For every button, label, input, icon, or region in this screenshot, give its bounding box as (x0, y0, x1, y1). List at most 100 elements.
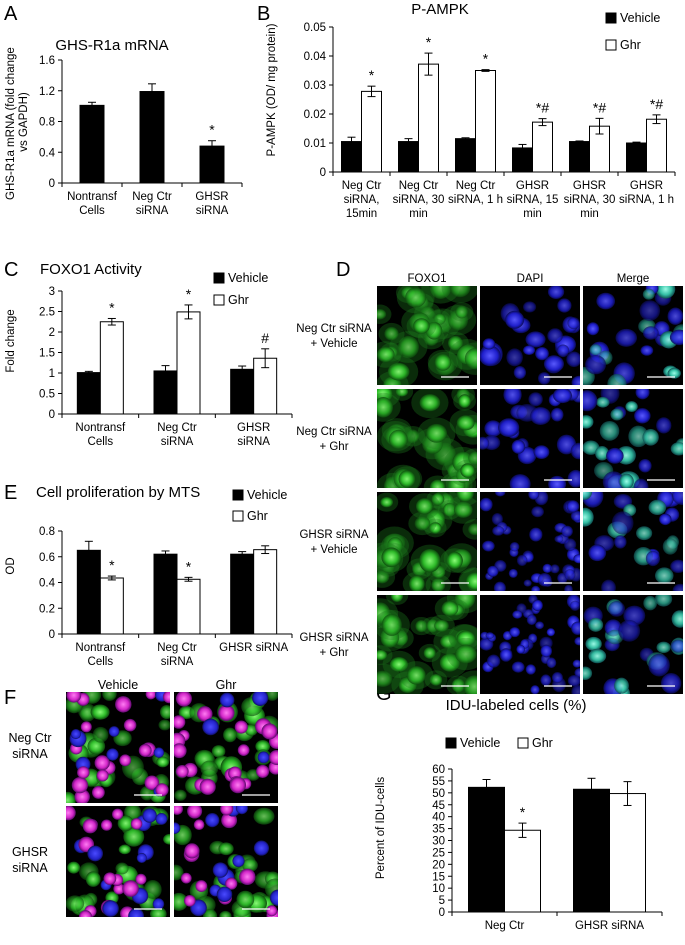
panel-a-letter: A (4, 3, 18, 25)
nucleus (585, 636, 602, 651)
nucleus (656, 641, 671, 654)
micrograph-cells (583, 389, 683, 488)
bar-vehicle (153, 553, 178, 635)
nucleus (455, 644, 477, 664)
nucleus (464, 347, 477, 370)
category-label: GHSR siRNA (575, 920, 644, 932)
nucleus (588, 617, 604, 632)
nucleus (413, 318, 430, 334)
nucleus (537, 372, 551, 385)
column-label: Vehicle (98, 678, 138, 692)
nucleus (128, 908, 144, 917)
panel-e-chart: 0 0.2 0.4 0.6 0.8 * Nontransf Cells * Neg Ctr siRN… (39, 488, 293, 668)
nucleus (119, 754, 132, 767)
nucleus (405, 429, 420, 444)
nucleus (610, 408, 624, 421)
y-tick-label: 0.5 (39, 389, 55, 401)
legend-label: Ghr (228, 293, 249, 307)
nucleus (433, 313, 446, 325)
nucleus (71, 776, 89, 794)
category-label: Neg Ctr (456, 180, 496, 192)
nucleus (656, 417, 672, 434)
nucleus (535, 346, 549, 361)
nucleus (175, 692, 192, 707)
legend-label: Ghr (247, 509, 268, 523)
nucleus (244, 723, 258, 736)
nucleus (659, 513, 672, 526)
nucleus (237, 744, 250, 757)
nucleus (537, 573, 552, 587)
significance-mark: *# (536, 100, 549, 116)
nucleus (516, 644, 525, 654)
nucleus (377, 346, 395, 363)
panel-b-ylabel: P-AMPK (OD/ mg protein) (266, 23, 278, 156)
nucleus (547, 286, 565, 299)
significance-mark: # (261, 330, 269, 346)
nucleus (505, 310, 525, 329)
nucleus (608, 600, 625, 617)
row-label: siRNA (12, 861, 48, 875)
nucleus (528, 492, 540, 500)
panel-c-title: FOXO1 Activity (40, 261, 142, 278)
nucleus (225, 877, 238, 890)
bar-vehicle (468, 786, 505, 913)
nucleus (174, 892, 188, 911)
idu-micrograph-ghr (174, 692, 278, 803)
legend-label: Ghr (620, 38, 641, 52)
y-tick-label: 1.6 (39, 55, 55, 67)
y-tick-label: 0.2 (39, 603, 55, 615)
category-label: GHSR (630, 180, 663, 192)
nucleus (546, 657, 557, 669)
row-label: GHSR siRNA (299, 632, 368, 644)
nucleus (530, 407, 551, 425)
category-label: Nontransf (67, 191, 118, 203)
nucleus (463, 675, 477, 694)
nucleus (525, 331, 546, 348)
bar-ghr (99, 321, 124, 415)
y-tick-label: 2.5 (39, 307, 55, 319)
y-tick-label: 20 (432, 859, 445, 871)
y-tick-label: 0 (49, 178, 55, 190)
nucleus (447, 335, 463, 351)
nucleus (660, 673, 682, 694)
nucleus (601, 579, 616, 591)
nucleus (564, 584, 573, 591)
nucleus (174, 715, 186, 729)
legend-swatch-vehicle (213, 272, 225, 284)
bar-ghr (253, 549, 278, 635)
nucleus (655, 286, 676, 299)
nucleus (667, 307, 683, 325)
nucleus (531, 585, 541, 591)
bar-vehicle (569, 141, 590, 173)
nucleus (91, 786, 105, 799)
nucleus (484, 420, 503, 437)
nucleus (585, 354, 607, 375)
nucleus (419, 548, 441, 573)
panel-f-letter: F (4, 687, 16, 709)
nucleus (606, 447, 624, 464)
nucleus (106, 748, 119, 761)
panel-a-ylabel-line1: GHS-R1a mRNA (fold change (5, 47, 17, 200)
micrograph-cells (480, 286, 580, 385)
nucleus (102, 692, 117, 701)
nucleus (625, 401, 638, 413)
nucleus (197, 706, 213, 722)
nucleus (183, 894, 196, 907)
nucleus (195, 880, 208, 893)
nucleus (498, 418, 520, 437)
micrograph-cells (377, 492, 477, 591)
row-label: GHSR siRNA (299, 529, 368, 541)
nucleus (614, 677, 629, 694)
foxo1-micrograph (377, 389, 477, 488)
y-tick-label: 40 (432, 812, 445, 824)
legend-swatch-ghr (232, 510, 244, 522)
nucleus (446, 551, 463, 570)
nucleus (145, 692, 157, 700)
nucleus (408, 575, 425, 591)
nucleus (384, 326, 399, 341)
category-label: Nontransf (75, 422, 126, 434)
nucleus (269, 889, 278, 906)
nucleus (123, 826, 145, 847)
bar-ghr (504, 829, 541, 913)
